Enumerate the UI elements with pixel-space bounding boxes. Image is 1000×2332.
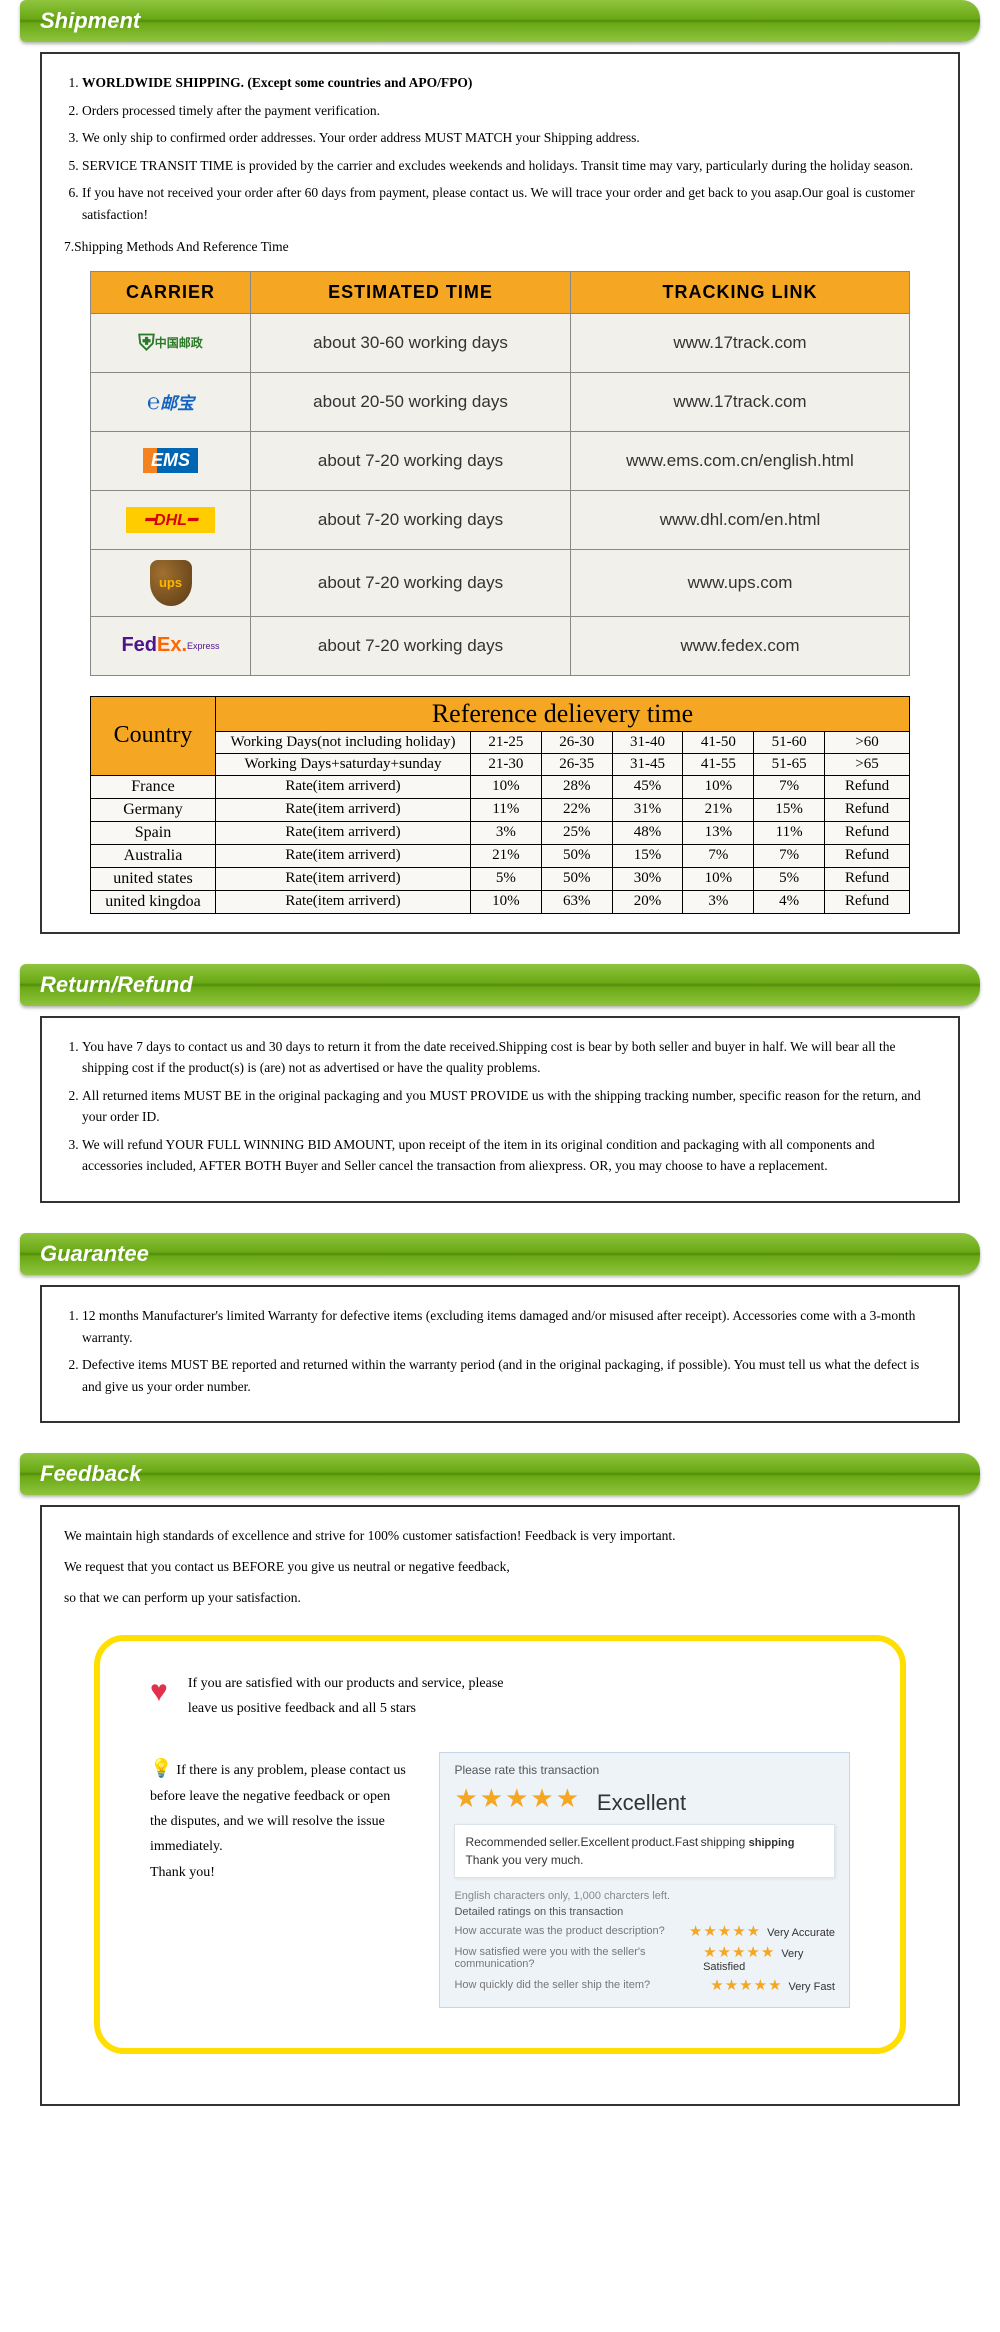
return-item-3: We will refund YOUR FULL WINNING BID AMO… bbox=[82, 1134, 936, 1177]
time-col-header: ESTIMATED TIME bbox=[251, 271, 571, 313]
comment-box: Recommended seller.Excellent product.Fas… bbox=[454, 1824, 835, 1879]
ems-logo: EMS bbox=[99, 442, 242, 480]
rating-box: Please rate this transaction ★★★★★ Excel… bbox=[439, 1752, 850, 2009]
dhl-link: www.dhl.com/en.html bbox=[571, 490, 910, 549]
delivery-row: GermanyRate(item arriverd)11%22%31%21%15… bbox=[91, 798, 910, 821]
ups-logo: ups bbox=[150, 560, 192, 606]
shipment-item-7: 7.Shipping Methods And Reference Time bbox=[64, 236, 936, 259]
delivery-row: FranceRate(item arriverd)10%28%45%10%7%R… bbox=[91, 775, 910, 798]
bulb-icon: 💡 bbox=[150, 1752, 172, 1784]
carrier-header-row: CARRIER ESTIMATED TIME TRACKING LINK bbox=[91, 271, 910, 313]
shipment-item-2: Orders processed timely after the paymen… bbox=[82, 100, 936, 122]
carrier-col-header: CARRIER bbox=[91, 271, 251, 313]
return-content: You have 7 days to contact us and 30 day… bbox=[40, 1016, 960, 1204]
chinapost-logo: 中国邮政 bbox=[99, 324, 242, 362]
stars-small-icon: ★★★★★ bbox=[710, 1977, 782, 1994]
dhl-logo: ━DHL━ bbox=[99, 501, 242, 539]
stars-small-icon: ★★★★★ bbox=[703, 1944, 775, 1961]
stars-small-icon: ★★★★★ bbox=[689, 1923, 761, 1940]
shipment-header: Shipment bbox=[20, 0, 980, 42]
carrier-row-chinapost: 中国邮政 about 30-60 working days www.17trac… bbox=[91, 313, 910, 372]
fedex-time: about 7-20 working days bbox=[251, 616, 571, 675]
shipment-item-1: WORLDWIDE SHIPPING. (Except some countri… bbox=[82, 72, 936, 94]
detail-row-1: How accurate was the product description… bbox=[454, 1922, 835, 1940]
chinapost-time: about 30-60 working days bbox=[251, 313, 571, 372]
feedback-para-3: so that we can perform up your satisfact… bbox=[64, 1587, 936, 1610]
ems-link: www.ems.com.cn/english.html bbox=[571, 431, 910, 490]
fedex-link: www.fedex.com bbox=[571, 616, 910, 675]
feedback-yellow-box: ♥ If you are satisfied with our products… bbox=[94, 1635, 906, 2054]
guarantee-item-1: 12 months Manufacturer's limited Warrant… bbox=[82, 1305, 936, 1348]
epacket-logo: ℮邮宝 bbox=[99, 383, 242, 421]
shipment-item-5: SERVICE TRANSIT TIME is provided by the … bbox=[82, 155, 936, 177]
satisfied-line-2: leave us positive feedback and all 5 sta… bbox=[188, 1696, 504, 1721]
rating-text: Excellent bbox=[597, 1790, 686, 1815]
return-header: Return/Refund bbox=[20, 964, 980, 1006]
chinapost-link: www.17track.com bbox=[571, 313, 910, 372]
satisfied-line-1: If you are satisfied with our products a… bbox=[188, 1671, 504, 1696]
carrier-row-ups: ups about 7-20 working days www.ups.com bbox=[91, 549, 910, 616]
ems-time: about 7-20 working days bbox=[251, 431, 571, 490]
feedback-para-2: We request that you contact us BEFORE yo… bbox=[64, 1556, 936, 1579]
ups-link: www.ups.com bbox=[571, 549, 910, 616]
carrier-row-ems: EMS about 7-20 working days www.ems.com.… bbox=[91, 431, 910, 490]
carrier-table: CARRIER ESTIMATED TIME TRACKING LINK 中国邮… bbox=[90, 271, 910, 676]
guarantee-header: Guarantee bbox=[20, 1233, 980, 1275]
comment-2: Thank you very much. bbox=[465, 1851, 824, 1869]
return-item-1: You have 7 days to contact us and 30 day… bbox=[82, 1036, 936, 1079]
return-item-2: All returned items MUST BE in the origin… bbox=[82, 1085, 936, 1128]
dhl-time: about 7-20 working days bbox=[251, 490, 571, 549]
guarantee-item-2: Defective items MUST BE reported and ret… bbox=[82, 1354, 936, 1397]
country-header: Country bbox=[91, 696, 216, 775]
guarantee-section: Guarantee 12 months Manufacturer's limit… bbox=[0, 1233, 1000, 1423]
feedback-header: Feedback bbox=[20, 1453, 980, 1495]
epacket-time: about 20-50 working days bbox=[251, 372, 571, 431]
guarantee-content: 12 months Manufacturer's limited Warrant… bbox=[40, 1285, 960, 1423]
comment-1: Recommended seller.Excellent product.Fas… bbox=[465, 1833, 824, 1852]
carrier-row-fedex: FedEx.Express about 7-20 working days ww… bbox=[91, 616, 910, 675]
delivery-row: AustraliaRate(item arriverd)21%50%15%7%7… bbox=[91, 844, 910, 867]
carrier-row-dhl: ━DHL━ about 7-20 working days www.dhl.co… bbox=[91, 490, 910, 549]
detail-header: Detailed ratings on this transaction bbox=[454, 1906, 835, 1918]
heart-icon: ♥ bbox=[150, 1675, 168, 1709]
link-col-header: TRACKING LINK bbox=[571, 271, 910, 313]
feedback-problem-text: 💡If there is any problem, please contact… bbox=[150, 1752, 409, 1885]
carrier-row-epacket: ℮邮宝 about 20-50 working days www.17track… bbox=[91, 372, 910, 431]
ups-time: about 7-20 working days bbox=[251, 549, 571, 616]
detail-row-2: How satisfied were you with the seller's… bbox=[454, 1943, 835, 1973]
shipment-list: WORLDWIDE SHIPPING. (Except some countri… bbox=[82, 72, 936, 226]
feedback-section: Feedback We maintain high standards of e… bbox=[0, 1453, 1000, 2106]
delivery-title: Reference delievery time bbox=[216, 696, 910, 731]
feedback-para-1: We maintain high standards of excellence… bbox=[64, 1525, 936, 1548]
shipment-item-6: If you have not received your order afte… bbox=[82, 182, 936, 225]
return-section: Return/Refund You have 7 days to contact… bbox=[0, 964, 1000, 1204]
shipment-item-3: We only ship to confirmed order addresse… bbox=[82, 127, 936, 149]
feedback-content: We maintain high standards of excellence… bbox=[40, 1505, 960, 2106]
rate-header: Please rate this transaction bbox=[454, 1763, 835, 1777]
delivery-row: united statesRate(item arriverd)5%50%30%… bbox=[91, 867, 910, 890]
delivery-row: united kingdoaRate(item arriverd)10%63%2… bbox=[91, 890, 910, 913]
delivery-row: SpainRate(item arriverd)3%25%48%13%11%Re… bbox=[91, 821, 910, 844]
fedex-logo: FedEx.Express bbox=[99, 627, 242, 665]
delivery-table: Country Reference delievery time Working… bbox=[90, 696, 910, 914]
stars-row: ★★★★★ Excellent bbox=[454, 1783, 835, 1816]
epacket-link: www.17track.com bbox=[571, 372, 910, 431]
chars-left: English characters only, 1,000 charcters… bbox=[454, 1890, 835, 1902]
stars-icon: ★★★★★ bbox=[454, 1783, 581, 1813]
detail-row-3: How quickly did the seller ship the item… bbox=[454, 1976, 835, 1994]
shipment-section: Shipment WORLDWIDE SHIPPING. (Except som… bbox=[0, 0, 1000, 934]
shipment-content: WORLDWIDE SHIPPING. (Except some countri… bbox=[40, 52, 960, 934]
